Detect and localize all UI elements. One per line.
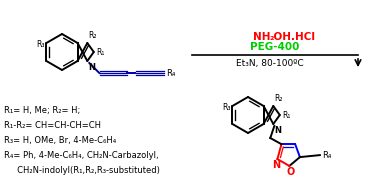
Text: N: N bbox=[273, 160, 280, 170]
Text: R₄: R₄ bbox=[322, 151, 331, 160]
Text: R₁: R₁ bbox=[282, 111, 290, 119]
Text: NH: NH bbox=[253, 32, 270, 42]
Text: R₃: R₃ bbox=[222, 102, 231, 111]
Text: R₁: R₁ bbox=[96, 47, 104, 56]
Text: Et₃N, 80-100ºC: Et₃N, 80-100ºC bbox=[236, 59, 304, 68]
Text: R₂: R₂ bbox=[274, 94, 283, 103]
Text: R₁= H, Me; R₂= H;: R₁= H, Me; R₂= H; bbox=[4, 106, 80, 115]
Text: R₄= Ph, 4-Me-C₆H₄, CH₂N-Carbazolyl,: R₄= Ph, 4-Me-C₆H₄, CH₂N-Carbazolyl, bbox=[4, 151, 159, 160]
Text: PEG-400: PEG-400 bbox=[250, 42, 300, 52]
Text: R₁-R₂= CH=CH-CH=CH: R₁-R₂= CH=CH-CH=CH bbox=[4, 121, 101, 130]
Text: R₃: R₃ bbox=[36, 39, 44, 48]
Text: N: N bbox=[88, 63, 95, 72]
Text: N: N bbox=[274, 126, 281, 135]
Text: CH₂N-indolyl(R₁,R₂,R₃-substituted): CH₂N-indolyl(R₁,R₂,R₃-substituted) bbox=[4, 166, 160, 175]
Text: R₄: R₄ bbox=[166, 68, 176, 77]
Text: O: O bbox=[286, 167, 294, 177]
Text: ₂OH.HCl: ₂OH.HCl bbox=[270, 32, 316, 42]
Text: R₃= H, OMe, Br, 4-Me-C₆H₄: R₃= H, OMe, Br, 4-Me-C₆H₄ bbox=[4, 136, 116, 145]
Text: R₂: R₂ bbox=[88, 31, 97, 40]
